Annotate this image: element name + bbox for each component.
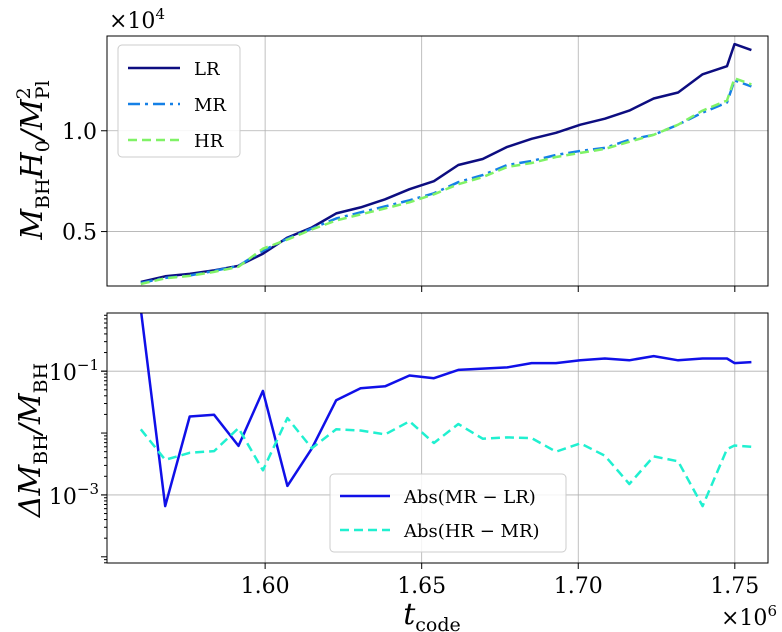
bottom-axes-frame <box>106 312 769 564</box>
series-line-abs-hr-mr <box>139 416 752 508</box>
series-line-abs-mr-lr <box>139 313 752 508</box>
bottom-x-tick-label: 1.60 <box>241 574 290 599</box>
top-legend: LR MR HR <box>117 44 241 158</box>
top-series <box>140 42 752 286</box>
legend-label-mr: MR <box>194 95 226 116</box>
top-panel: 0.5 1.0 LR MR HR ×104 MBHH0/M2Pl <box>13 5 769 292</box>
top-y-tick-label: 0.5 <box>62 221 97 246</box>
bottom-legend: Abs(MR − LR) Abs(HR − MR) <box>329 473 567 553</box>
bottom-x-tick-label: 1.70 <box>554 574 603 599</box>
top-axes-frame <box>106 35 769 287</box>
bottom-y-axis-label: ΔMBH/MBH <box>13 363 52 518</box>
bottom-y-tick-label: 10−1 <box>49 356 99 386</box>
bottom-x-tick-label: 1.65 <box>397 574 446 599</box>
series-line-mr <box>140 79 752 285</box>
bottom-series <box>139 313 752 508</box>
legend-label-hr: HR <box>194 131 224 152</box>
top-multiplier: ×104 <box>109 5 165 34</box>
top-ticks: 0.5 1.0 <box>62 120 736 292</box>
bottom-ticks: 1.60 1.65 1.70 1.75 10−1 10−3 <box>49 314 759 599</box>
legend-label-lr: LR <box>194 59 220 80</box>
bottom-y-tick-label: 10−3 <box>49 480 99 510</box>
top-legend-box <box>117 44 241 158</box>
top-y-axis-label: MBHH0/M2Pl <box>13 80 54 240</box>
x-axis-label: tcode <box>403 597 461 632</box>
legend-label-abs-mr-lr: Abs(MR − LR) <box>403 487 536 508</box>
bottom-x-tick-label: 1.75 <box>710 574 759 599</box>
legend-label-abs-hr-mr: Abs(HR − MR) <box>403 521 540 542</box>
top-y-tick-label: 1.0 <box>62 120 97 145</box>
bottom-legend-box <box>329 473 567 553</box>
bottom-multiplier: ×106 <box>721 602 777 631</box>
